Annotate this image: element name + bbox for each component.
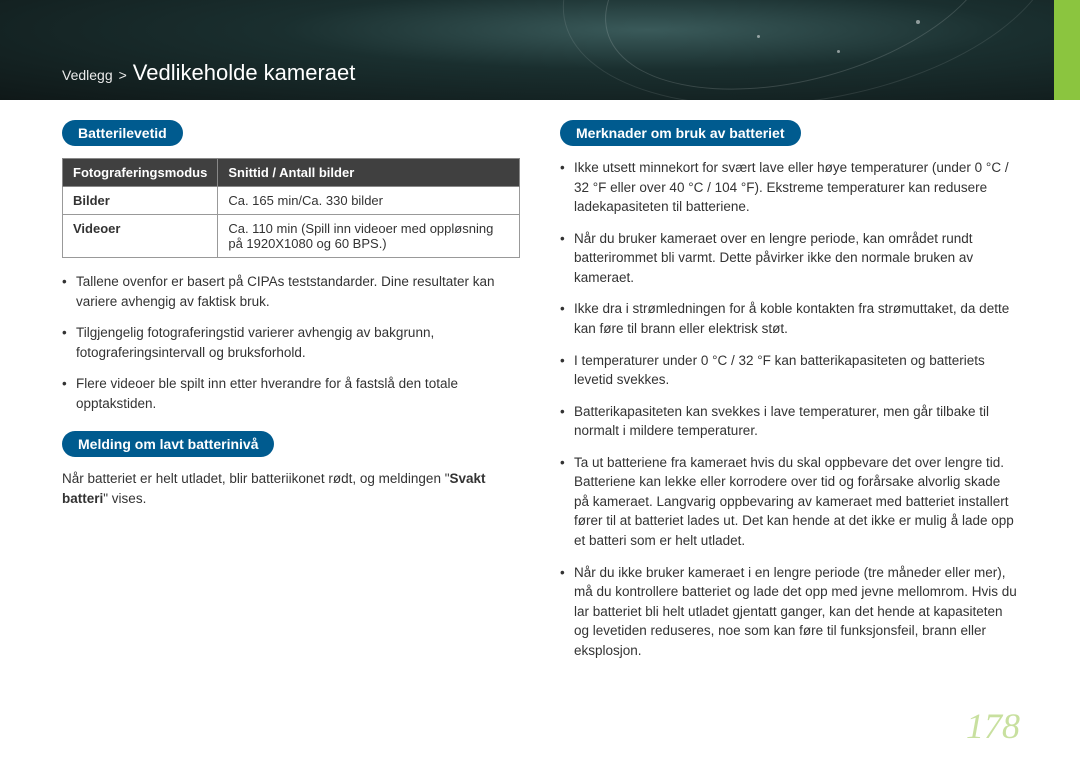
list-item: Ta ut batteriene fra kameraet hvis du sk… xyxy=(560,453,1018,551)
list-item: Flere videoer ble spilt inn etter hveran… xyxy=(62,374,520,413)
battery-life-table: Fotograferingsmodus Snittid / Antall bil… xyxy=(62,158,520,258)
battery-usage-notes: Ikke utsett minnekort for svært lave ell… xyxy=(560,158,1018,660)
battery-life-notes: Tallene ovenfor er basert på CIPAs tests… xyxy=(62,272,520,413)
table-cell-label: Videoer xyxy=(63,215,218,258)
table-cell-value: Ca. 165 min/Ca. 330 bilder xyxy=(218,187,520,215)
content-area: Batterilevetid Fotograferingsmodus Snitt… xyxy=(62,120,1018,678)
table-header: Snittid / Antall bilder xyxy=(218,159,520,187)
list-item: Batterikapasiteten kan svekkes i lave te… xyxy=(560,402,1018,441)
section-heading-battery-life: Batterilevetid xyxy=(62,120,183,146)
list-item: Når du ikke bruker kameraet i en lengre … xyxy=(560,563,1018,661)
list-item: Tilgjengelig fotograferingstid varierer … xyxy=(62,323,520,362)
table-cell-value: Ca. 110 min (Spill inn videoer med opplø… xyxy=(218,215,520,258)
table-header: Fotograferingsmodus xyxy=(63,159,218,187)
page-number: 178 xyxy=(966,705,1020,747)
table-cell-label: Bilder xyxy=(63,187,218,215)
decorative-dot xyxy=(916,20,920,24)
low-battery-paragraph: Når batteriet er helt utladet, blir batt… xyxy=(62,469,520,508)
left-column: Batterilevetid Fotograferingsmodus Snitt… xyxy=(62,120,520,678)
table-row: Bilder Ca. 165 min/Ca. 330 bilder xyxy=(63,187,520,215)
decorative-swirl xyxy=(542,0,1078,100)
breadcrumb-section: Vedlegg xyxy=(62,67,113,83)
section-color-tab xyxy=(1054,0,1080,100)
list-item: Ikke utsett minnekort for svært lave ell… xyxy=(560,158,1018,217)
right-column: Merknader om bruk av batteriet Ikke utse… xyxy=(560,120,1018,678)
table-row: Videoer Ca. 110 min (Spill inn videoer m… xyxy=(63,215,520,258)
decorative-dot xyxy=(757,35,760,38)
list-item: Tallene ovenfor er basert på CIPAs tests… xyxy=(62,272,520,311)
para-text: " vises. xyxy=(103,491,146,506)
list-item: Ikke dra i strømledningen for å koble ko… xyxy=(560,299,1018,338)
decorative-dot xyxy=(837,50,840,53)
breadcrumb: Vedlegg > Vedlikeholde kameraet xyxy=(62,60,355,86)
list-item: I temperaturer under 0 °C / 32 °F kan ba… xyxy=(560,351,1018,390)
list-item: Når du bruker kameraet over en lengre pe… xyxy=(560,229,1018,288)
section-heading-battery-notes: Merknader om bruk av batteriet xyxy=(560,120,801,146)
section-heading-low-battery: Melding om lavt batterinivå xyxy=(62,431,274,457)
page-title: Vedlikeholde kameraet xyxy=(133,60,356,86)
para-text: Når batteriet er helt utladet, blir batt… xyxy=(62,471,450,486)
breadcrumb-separator: > xyxy=(119,67,127,83)
